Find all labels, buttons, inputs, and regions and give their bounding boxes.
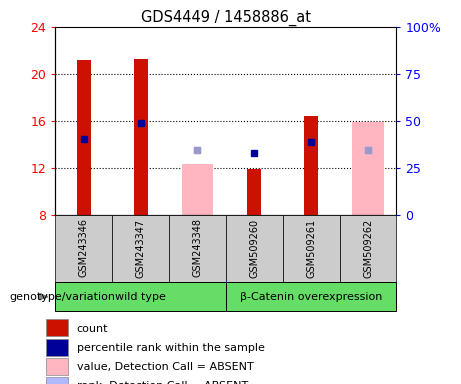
Bar xyxy=(340,215,396,282)
Text: β-Catenin overexpression: β-Catenin overexpression xyxy=(240,291,382,302)
Text: GSM243347: GSM243347 xyxy=(136,218,146,278)
Text: GSM509261: GSM509261 xyxy=(306,218,316,278)
Bar xyxy=(134,59,148,215)
Bar xyxy=(283,215,340,282)
Bar xyxy=(112,215,169,282)
Text: wild type: wild type xyxy=(115,291,166,302)
Title: GDS4449 / 1458886_at: GDS4449 / 1458886_at xyxy=(141,9,311,25)
Text: GSM243346: GSM243346 xyxy=(79,218,89,277)
Bar xyxy=(247,169,261,215)
Text: genotype/variation: genotype/variation xyxy=(9,291,115,302)
Bar xyxy=(46,377,68,384)
Bar xyxy=(46,319,68,336)
Bar xyxy=(55,215,112,282)
Bar xyxy=(46,358,68,375)
Text: count: count xyxy=(77,324,108,334)
Text: value, Detection Call = ABSENT: value, Detection Call = ABSENT xyxy=(77,362,253,372)
Bar xyxy=(46,339,68,356)
Text: rank, Detection Call = ABSENT: rank, Detection Call = ABSENT xyxy=(77,381,248,384)
Bar xyxy=(77,60,91,215)
Bar xyxy=(304,116,318,215)
Bar xyxy=(169,215,226,282)
Text: percentile rank within the sample: percentile rank within the sample xyxy=(77,343,265,353)
Bar xyxy=(226,282,396,311)
Text: GSM509260: GSM509260 xyxy=(249,218,260,278)
Text: GSM243348: GSM243348 xyxy=(192,218,202,277)
Bar xyxy=(182,164,213,215)
Bar xyxy=(226,215,283,282)
Bar xyxy=(352,122,384,215)
Bar xyxy=(55,282,226,311)
Text: GSM509262: GSM509262 xyxy=(363,218,373,278)
